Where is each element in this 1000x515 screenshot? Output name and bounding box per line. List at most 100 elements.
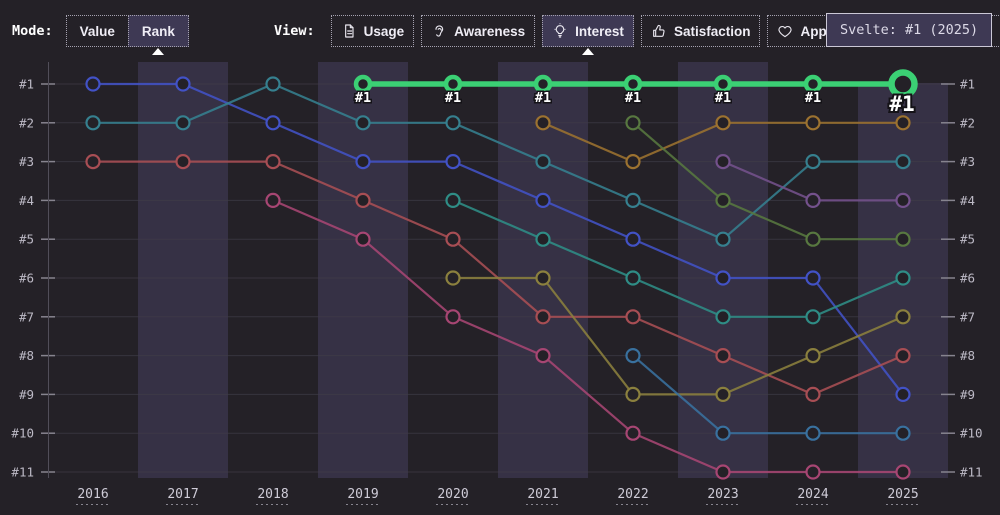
point-purple-2023[interactable] [715, 154, 731, 170]
rank-point-label: #1 [625, 90, 641, 106]
point-orange-2025[interactable] [895, 115, 911, 131]
point-teal-green-2024[interactable] [805, 309, 821, 325]
point-indigo-2020[interactable] [445, 154, 461, 170]
point-moss-green-2023[interactable] [715, 192, 731, 208]
point-pink-2021[interactable] [535, 348, 551, 364]
point-red-2019[interactable] [355, 192, 371, 208]
series-line [631, 354, 905, 435]
point-teal-2024[interactable] [805, 154, 821, 170]
point-pink-2024[interactable] [805, 464, 821, 480]
point-indigo-2023[interactable] [715, 270, 731, 286]
rank-label-left: #4 [19, 193, 34, 208]
point-pink-2018[interactable] [265, 192, 281, 208]
point-red-2025[interactable] [895, 348, 911, 364]
point-purple-2025[interactable] [895, 192, 911, 208]
year-label-2022[interactable]: 2022 [616, 487, 650, 505]
point-red-2024[interactable] [805, 386, 821, 402]
view-usage-label: Usage [363, 23, 405, 39]
point-teal-green-2021[interactable] [535, 231, 551, 247]
point-indigo-2016[interactable] [85, 76, 101, 92]
point-steel-blue-2023[interactable] [715, 425, 731, 441]
point-indigo-2021[interactable] [535, 192, 551, 208]
mode-rank-button[interactable]: Rank [127, 15, 189, 55]
point-teal-green-2023[interactable] [715, 309, 731, 325]
view-interest-button[interactable]: Interest [542, 15, 634, 55]
point-teal-2017[interactable] [175, 115, 191, 131]
year-label-2020[interactable]: 2020 [436, 487, 470, 505]
point-orange-2024[interactable] [805, 115, 821, 131]
series-purple [715, 154, 911, 208]
point-red-2021[interactable] [535, 309, 551, 325]
point-orange-2023[interactable] [715, 115, 731, 131]
mode-value-button[interactable]: Value [65, 15, 129, 47]
point-indigo-2019[interactable] [355, 154, 371, 170]
point-orange-2021[interactable] [535, 115, 551, 131]
rank-label-left: #1 [19, 77, 34, 92]
point-olive-2023[interactable] [715, 386, 731, 402]
rank-point-label: #1 [535, 90, 551, 106]
point-red-2018[interactable] [265, 154, 281, 170]
point-indigo-2018[interactable] [265, 115, 281, 131]
view-satisfaction-label: Satisfaction [673, 23, 751, 39]
point-red-2016[interactable] [85, 154, 101, 170]
year-label-2023[interactable]: 2023 [706, 487, 740, 505]
point-purple-2024[interactable] [805, 192, 821, 208]
point-pink-2019[interactable] [355, 231, 371, 247]
point-moss-green-2024[interactable] [805, 231, 821, 247]
year-label-2019[interactable]: 2019 [346, 487, 380, 505]
point-Svelte-2024[interactable] [803, 74, 823, 94]
point-teal-2019[interactable] [355, 115, 371, 131]
view-satisfaction-button[interactable]: Satisfaction [640, 15, 761, 47]
point-indigo-2017[interactable] [175, 76, 191, 92]
point-Svelte-2025[interactable] [888, 69, 918, 99]
point-olive-2024[interactable] [805, 348, 821, 364]
point-Svelte-2022[interactable] [623, 74, 643, 94]
point-teal-2018[interactable] [265, 76, 281, 92]
view-usage-button[interactable]: Usage [330, 15, 415, 47]
year-label-2025[interactable]: 2025 [886, 487, 920, 505]
year-label-2018[interactable]: 2018 [256, 487, 290, 505]
point-teal-green-2022[interactable] [625, 270, 641, 286]
point-moss-green-2025[interactable] [895, 231, 911, 247]
year-label-2017[interactable]: 2017 [166, 487, 200, 505]
point-teal-2022[interactable] [625, 192, 641, 208]
point-steel-blue-2024[interactable] [805, 425, 821, 441]
point-Svelte-2019[interactable] [353, 74, 373, 94]
point-Svelte-2020[interactable] [443, 74, 463, 94]
point-olive-2021[interactable] [535, 270, 551, 286]
point-teal-2020[interactable] [445, 115, 461, 131]
year-label-2016[interactable]: 2016 [76, 487, 110, 505]
point-orange-2022[interactable] [625, 154, 641, 170]
point-indigo-2025[interactable] [895, 386, 911, 402]
point-red-2023[interactable] [715, 348, 731, 364]
point-teal-green-2020[interactable] [445, 192, 461, 208]
point-red-2022[interactable] [625, 309, 641, 325]
point-teal-green-2025[interactable] [895, 270, 911, 286]
lightbulb-icon [554, 23, 566, 38]
year-label-2021[interactable]: 2021 [526, 487, 560, 505]
year-label-2024[interactable]: 2024 [796, 487, 830, 505]
view-awareness-button[interactable]: Awareness [421, 15, 536, 47]
point-indigo-2024[interactable] [805, 270, 821, 286]
point-Svelte-2023[interactable] [713, 74, 733, 94]
svg-text:2023: 2023 [707, 487, 738, 502]
point-steel-blue-2025[interactable] [895, 425, 911, 441]
year-band-2017 [138, 62, 228, 478]
point-teal-2016[interactable] [85, 115, 101, 131]
point-teal-2021[interactable] [535, 154, 551, 170]
point-pink-2022[interactable] [625, 425, 641, 441]
point-Svelte-2021[interactable] [533, 74, 553, 94]
point-pink-2025[interactable] [895, 464, 911, 480]
point-pink-2023[interactable] [715, 464, 731, 480]
point-red-2020[interactable] [445, 231, 461, 247]
point-pink-2020[interactable] [445, 309, 461, 325]
point-teal-2023[interactable] [715, 231, 731, 247]
point-indigo-2022[interactable] [625, 231, 641, 247]
point-red-2017[interactable] [175, 154, 191, 170]
point-teal-2025[interactable] [895, 154, 911, 170]
point-steel-blue-2022[interactable] [625, 348, 641, 364]
point-olive-2025[interactable] [895, 309, 911, 325]
point-olive-2022[interactable] [625, 386, 641, 402]
point-moss-green-2022[interactable] [625, 115, 641, 131]
point-olive-2020[interactable] [445, 270, 461, 286]
